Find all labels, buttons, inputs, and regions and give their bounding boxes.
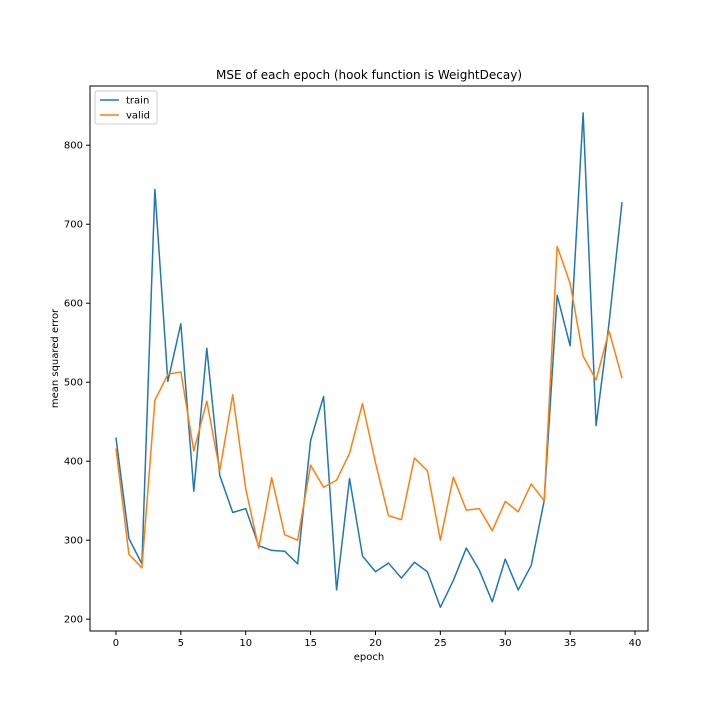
x-tick-label: 40 xyxy=(629,638,642,649)
x-tick-label: 10 xyxy=(239,638,252,649)
x-tick-label: 5 xyxy=(178,638,184,649)
y-tick-label: 500 xyxy=(64,378,83,389)
x-tick-label: 30 xyxy=(499,638,512,649)
x-tick-label: 15 xyxy=(304,638,317,649)
x-axis-label: epoch xyxy=(354,652,384,663)
x-tick-label: 25 xyxy=(434,638,447,649)
legend-label-valid: valid xyxy=(126,111,150,122)
x-tick-label: 0 xyxy=(113,638,119,649)
x-tick-label: 35 xyxy=(564,638,577,649)
y-axis-label: mean squared error xyxy=(50,308,61,408)
y-tick-label: 700 xyxy=(64,220,83,231)
legend-label-train: train xyxy=(126,96,149,107)
series-layer xyxy=(115,112,623,609)
y-tick-label: 200 xyxy=(64,615,83,626)
y-axis-ticks: 200 300 400 500 600 700 800 xyxy=(64,141,90,626)
chart-title: MSE of each epoch (hook function is Weig… xyxy=(216,68,522,82)
legend: train valid xyxy=(94,90,158,125)
y-tick-label: 800 xyxy=(64,141,83,152)
series-line-train xyxy=(115,112,623,609)
plot-area-frame xyxy=(89,85,649,632)
y-tick-label: 300 xyxy=(64,536,83,547)
y-tick-label: 600 xyxy=(64,299,83,310)
x-tick-label: 20 xyxy=(369,638,382,649)
x-axis-ticks: 0 5 10 15 20 25 30 35 40 xyxy=(113,631,642,649)
y-tick-label: 400 xyxy=(64,457,83,468)
series-line-valid xyxy=(115,245,623,569)
